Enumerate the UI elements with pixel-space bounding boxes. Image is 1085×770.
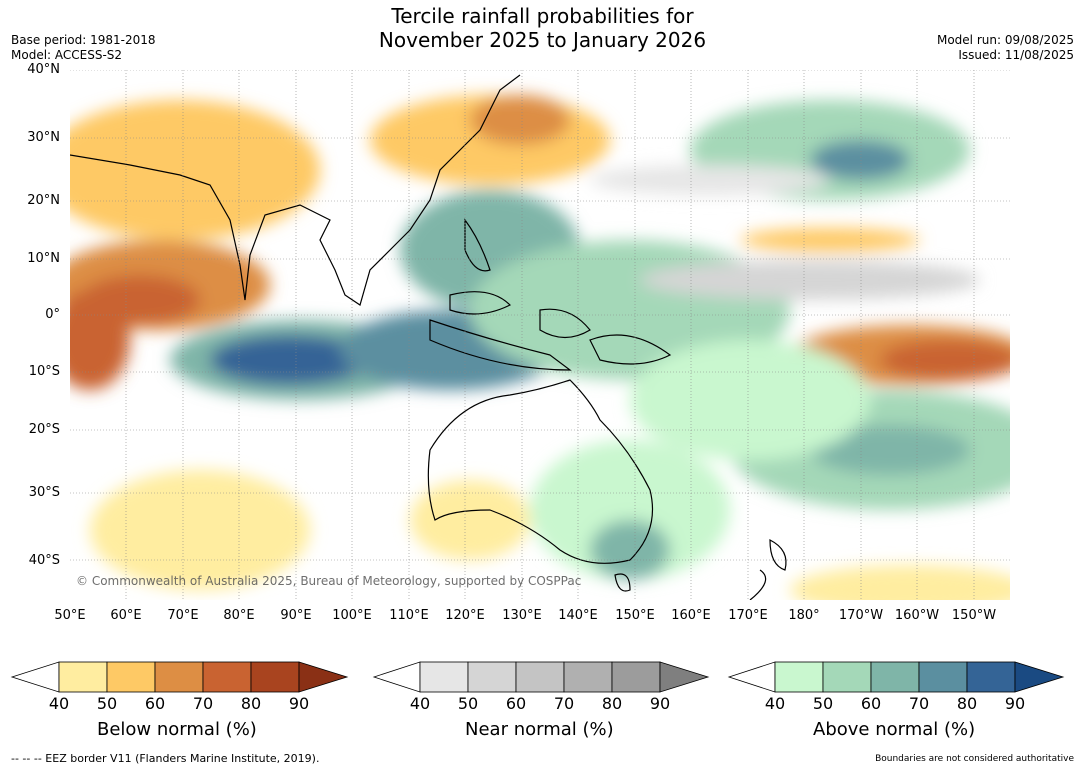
colorbar-tick: 40 — [764, 694, 786, 713]
colorbar-tick: 70 — [192, 694, 214, 713]
colorbar-tick: 60 — [505, 694, 527, 713]
map-title: Tercile rainfall probabilities for Novem… — [0, 4, 1085, 52]
lat-label: 20°S — [28, 422, 60, 437]
colorbar-tick: 60 — [144, 694, 166, 713]
lon-label: 90°E — [280, 608, 312, 623]
lon-label: 140°E — [558, 608, 598, 623]
colorbar-tick: 90 — [288, 694, 310, 713]
lat-label: 40°N — [27, 62, 60, 77]
boundaries-disclaimer: Boundaries are not considered authoritat… — [875, 754, 1074, 764]
colorbar-tick: 60 — [860, 694, 882, 713]
lon-label: 100°E — [332, 608, 372, 623]
colorbar-near-normal — [372, 660, 712, 695]
probability-map — [70, 70, 1010, 600]
colorbar-tick: 70 — [553, 694, 575, 713]
colorbar-above-normal-swatches — [727, 661, 1065, 693]
issued-date: Issued: 11/08/2025 — [958, 48, 1074, 62]
colorbar-tick: 90 — [1004, 694, 1026, 713]
colorbar-tick: 50 — [812, 694, 834, 713]
lat-label: 0° — [45, 307, 60, 322]
lat-label: 20°N — [27, 193, 60, 208]
colorbar-below-normal — [10, 660, 350, 695]
lat-label: 30°S — [28, 485, 60, 500]
lon-label: 110°E — [389, 608, 429, 623]
probability-shading — [70, 95, 1010, 600]
lat-label: 10°S — [28, 364, 60, 379]
map-canvas — [70, 70, 1010, 600]
colorbar-tick: 40 — [409, 694, 431, 713]
lat-label: 10°N — [27, 251, 60, 266]
lon-label: 50°E — [54, 608, 86, 623]
title-line-2: November 2025 to January 2026 — [378, 28, 707, 52]
colorbar-tick: 80 — [240, 694, 262, 713]
lon-label: 170°E — [728, 608, 768, 623]
colorbar-title-below: Below normal (%) — [97, 719, 257, 740]
title-line-1: Tercile rainfall probabilities for — [391, 4, 694, 28]
colorbar-tick: 70 — [908, 694, 930, 713]
colorbar-tick: 50 — [96, 694, 118, 713]
lon-label: 150°E — [615, 608, 655, 623]
meta-right: Model run: 09/08/2025 Issued: 11/08/2025 — [937, 33, 1074, 63]
lat-label: 40°S — [28, 553, 60, 568]
coastlines — [70, 74, 787, 600]
meta-left: Base period: 1981-2018 Model: ACCESS-S2 — [11, 33, 156, 63]
colorbar-tick: 40 — [48, 694, 70, 713]
colorbar-tick: 80 — [601, 694, 623, 713]
colorbar-title-near: Near normal (%) — [465, 719, 614, 740]
eez-border-note: -- -- -- EEZ border V11 (Flanders Marine… — [11, 752, 320, 765]
lon-label: 180° — [788, 608, 820, 623]
colorbar-tick: 50 — [457, 694, 479, 713]
colorbar-near-normal-swatches — [372, 661, 710, 693]
lon-label: 150°W — [951, 608, 997, 623]
model-name: Model: ACCESS-S2 — [11, 48, 123, 62]
lon-label: 120°E — [445, 608, 485, 623]
lon-label: 60°E — [110, 608, 142, 623]
lon-label: 130°E — [502, 608, 542, 623]
colorbar-tick: 90 — [649, 694, 671, 713]
lon-label: 170°W — [838, 608, 884, 623]
lon-label: 80°E — [223, 608, 255, 623]
colorbar-title-above: Above normal (%) — [813, 719, 976, 740]
lon-label: 160°W — [894, 608, 940, 623]
colorbar-below-normal-swatches — [10, 661, 349, 693]
base-period: Base period: 1981-2018 — [11, 33, 156, 47]
lat-label: 30°N — [27, 130, 60, 145]
colorbar-above-normal — [727, 660, 1067, 695]
lon-label: 70°E — [167, 608, 199, 623]
grid-lines — [70, 70, 1010, 600]
colorbar-tick: 80 — [956, 694, 978, 713]
lon-label: 160°E — [671, 608, 711, 623]
model-run: Model run: 09/08/2025 — [936, 33, 1074, 47]
copyright-notice: © Commonwealth of Australia 2025, Bureau… — [76, 574, 582, 588]
